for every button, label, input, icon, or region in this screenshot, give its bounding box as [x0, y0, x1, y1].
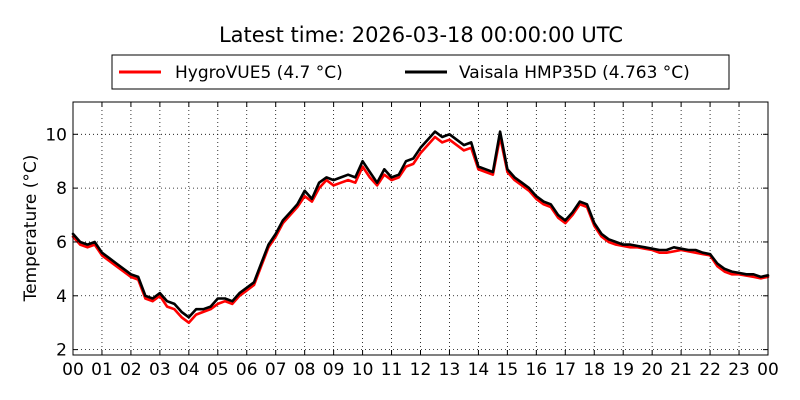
x-tick-label: 00	[62, 360, 84, 380]
x-tick-label: 07	[265, 360, 287, 380]
x-tick-label: 01	[91, 360, 113, 380]
x-tick-label: 03	[149, 360, 171, 380]
x-tick-label: 09	[323, 360, 345, 380]
x-tick-label: 12	[410, 360, 432, 380]
y-tick-label: 6	[56, 233, 67, 253]
x-tick-label: 19	[612, 360, 634, 380]
x-tick-label: 14	[468, 360, 490, 380]
x-tick-label: 05	[207, 360, 229, 380]
x-tick-label: 06	[236, 360, 258, 380]
y-tick-label: 2	[56, 341, 67, 361]
x-tick-label: 08	[294, 360, 316, 380]
x-tick-label: 11	[381, 360, 403, 380]
legend: HygroVUE5 (4.7 °C) Vaisala HMP35D (4.763…	[111, 54, 730, 90]
series-line-hmp35d	[71, 130, 770, 319]
x-tick-label: 00	[757, 360, 779, 380]
grid	[73, 102, 768, 355]
x-tick-label: 23	[728, 360, 750, 380]
tick-layer: 00 01 02 03 04 05 06 07 08 09 10 11 12 13 14 15 16 17 18 19…	[45, 102, 779, 380]
y-tick-label: 8	[56, 179, 67, 199]
y-axis-label: Temperature (°C)	[21, 155, 41, 303]
x-tick-label: 21	[670, 360, 692, 380]
chart-title: Latest time: 2026-03-18 00:00:00 UTC	[219, 23, 623, 47]
y-tick-label: 4	[56, 287, 67, 307]
legend-label-hygrovue5: HygroVUE5 (4.7 °C)	[175, 63, 343, 83]
legend-label-hmp35d: Vaisala HMP35D (4.763 °C)	[459, 63, 690, 83]
x-tick-label: 18	[583, 360, 605, 380]
plot-frame	[72, 101, 769, 356]
x-tick-label: 10	[352, 360, 374, 380]
x-tick-label: 02	[120, 360, 142, 380]
series-layer	[71, 130, 770, 325]
x-tick-label: 17	[554, 360, 576, 380]
x-tick-label: 22	[699, 360, 721, 380]
x-tick-label: 20	[641, 360, 663, 380]
x-tick-label: 16	[526, 360, 548, 380]
x-tick-label: 13	[439, 360, 461, 380]
x-tick-label: 04	[178, 360, 200, 380]
y-tick-label: 10	[45, 125, 67, 145]
x-tick-label: 15	[497, 360, 519, 380]
